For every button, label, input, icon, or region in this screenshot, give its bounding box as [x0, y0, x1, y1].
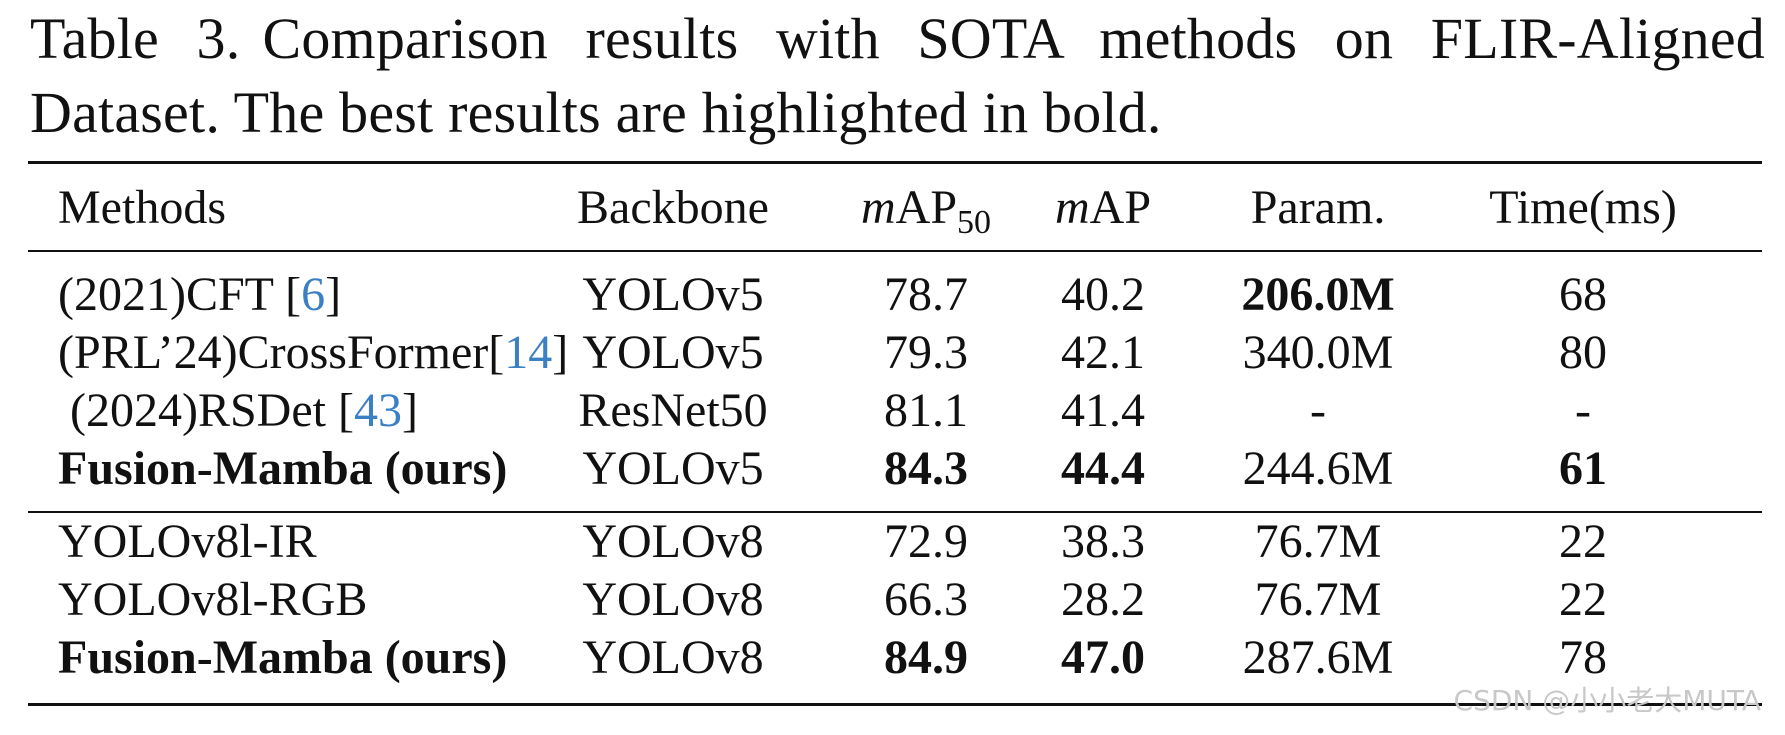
backbone-cell: YOLOv8 — [582, 515, 764, 568]
backbone-cell: YOLOv5 — [582, 268, 764, 321]
table-row: (2024)RSDet [43] ResNet50 81.1 41.4 - - — [28, 382, 1762, 440]
method-cell: (2021)CFT [6] — [58, 266, 341, 324]
method-suffix: ] — [325, 268, 342, 321]
watermark-text: CSDN @小小老大MUTA — [1453, 684, 1761, 717]
group-rule — [28, 511, 1762, 513]
map-cell: 42.1 — [1061, 326, 1145, 379]
table-row: YOLOv8l-RGB YOLOv8 66.3 28.2 76.7M 22 — [28, 571, 1762, 629]
method-prefix: (2021)CFT [ — [58, 268, 302, 321]
method-cell: (2024)RSDet [43] — [70, 382, 418, 440]
map50-cell: 84.9 — [884, 631, 968, 684]
param-cell: 206.0M — [1241, 268, 1395, 321]
citation-link[interactable]: 14 — [504, 326, 553, 379]
map50-cell: 66.3 — [884, 573, 968, 626]
backbone-cell: YOLOv5 — [582, 442, 764, 495]
header-methods: Methods — [58, 181, 226, 234]
citation-link[interactable]: 43 — [353, 384, 402, 437]
header-map: mAP — [1028, 179, 1178, 237]
header-backbone: Backbone — [577, 181, 769, 234]
header-map-main: AP — [1089, 181, 1152, 234]
backbone-cell: YOLOv5 — [582, 326, 764, 379]
map50-cell: 78.7 — [884, 268, 968, 321]
header-map50-subscript: 50 — [957, 204, 992, 241]
table-header-row: Methods Backbone mAP50 mAP Param. Time(m… — [28, 179, 1762, 240]
table-row: Fusion-Mamba (ours) YOLOv8 84.9 47.0 287… — [28, 629, 1762, 687]
header-map50-italic: m — [860, 181, 896, 234]
caption-label: Table 3. — [30, 6, 241, 71]
param-cell: 76.7M — [1254, 573, 1382, 626]
map-cell: 28.2 — [1061, 573, 1145, 626]
backbone-cell: YOLOv8 — [582, 631, 764, 684]
map-cell: 44.4 — [1061, 442, 1145, 495]
map-cell: 38.3 — [1061, 515, 1145, 568]
bottom-rule — [28, 703, 1762, 706]
method-suffix: ] — [401, 384, 418, 437]
map-cell: 41.4 — [1061, 384, 1145, 437]
backbone-cell: YOLOv8 — [582, 573, 764, 626]
top-rule — [28, 161, 1762, 164]
method-cell: YOLOv8l-IR — [58, 515, 317, 568]
table-row: Fusion-Mamba (ours) YOLOv5 84.3 44.4 244… — [28, 440, 1762, 498]
method-prefix: (2024)RSDet [ — [70, 384, 354, 437]
header-map50: mAP50 — [836, 179, 1016, 240]
table-row: (PRL’24)CrossFormer[14] YOLOv5 79.3 42.1… — [28, 324, 1762, 382]
map-cell: 40.2 — [1061, 268, 1145, 321]
header-time: Time(ms) — [1489, 181, 1677, 234]
time-cell: 78 — [1559, 631, 1607, 684]
method-suffix: ] — [552, 326, 569, 379]
header-param: Param. — [1250, 181, 1386, 234]
map50-cell: 79.3 — [884, 326, 968, 379]
table-row: (2021)CFT [6] YOLOv5 78.7 40.2 206.0M 68 — [28, 266, 1762, 324]
table-row: YOLOv8l-IR YOLOv8 72.9 38.3 76.7M 22 — [28, 513, 1762, 571]
time-cell: 22 — [1559, 573, 1607, 626]
map50-cell: 72.9 — [884, 515, 968, 568]
map50-cell: 84.3 — [884, 442, 968, 495]
method-prefix: (PRL’24)CrossFormer[ — [58, 326, 505, 379]
param-cell: 340.0M — [1242, 326, 1394, 379]
param-cell: - — [1310, 384, 1326, 437]
citation-link[interactable]: 6 — [301, 268, 326, 321]
backbone-cell: ResNet50 — [578, 384, 768, 437]
table-caption: Table 3. Comparison results with SOTA met… — [30, 2, 1765, 150]
method-cell: Fusion-Mamba (ours) — [58, 442, 508, 495]
time-cell: 68 — [1559, 268, 1607, 321]
header-rule — [28, 250, 1762, 252]
time-cell: - — [1575, 384, 1591, 437]
map-cell: 47.0 — [1061, 631, 1145, 684]
header-map50-main: AP — [895, 181, 958, 234]
param-cell: 244.6M — [1242, 442, 1394, 495]
header-map-italic: m — [1054, 181, 1090, 234]
time-cell: 80 — [1559, 326, 1607, 379]
method-cell: Fusion-Mamba (ours) — [58, 631, 508, 684]
time-cell: 61 — [1559, 442, 1607, 495]
param-cell: 76.7M — [1254, 515, 1382, 568]
method-cell: (PRL’24)CrossFormer[14] — [58, 324, 568, 382]
map50-cell: 81.1 — [884, 384, 968, 437]
method-cell: YOLOv8l-RGB — [58, 573, 368, 626]
param-cell: 287.6M — [1242, 631, 1394, 684]
time-cell: 22 — [1559, 515, 1607, 568]
caption-text: Comparison results with SOTA methods on … — [30, 6, 1765, 145]
